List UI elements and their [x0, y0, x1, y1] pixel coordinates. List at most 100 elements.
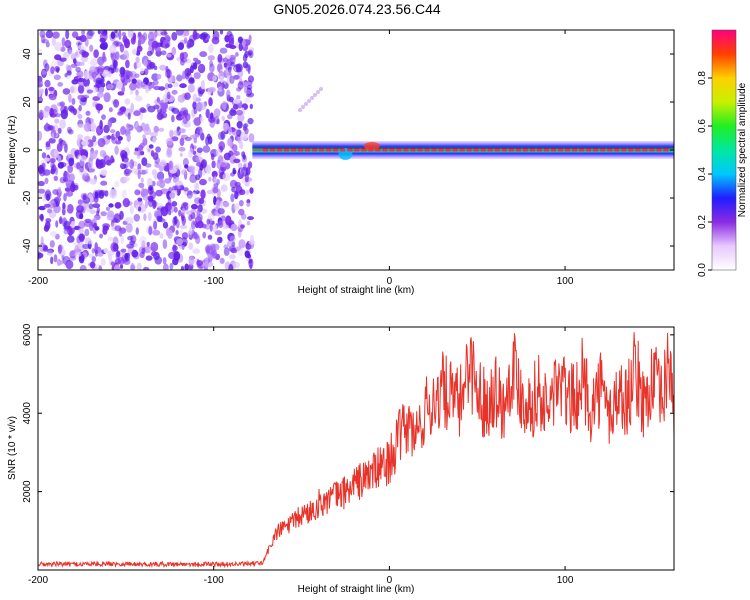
- noise-speck: [199, 33, 207, 40]
- noise-speck: [145, 199, 148, 209]
- noise-speck: [46, 249, 53, 256]
- noise-speck: [115, 130, 121, 139]
- noise-speck: [97, 138, 106, 148]
- noise-speck: [159, 233, 164, 239]
- noise-speck: [227, 66, 232, 73]
- noise-speck: [159, 159, 168, 167]
- noise-speck: [233, 261, 240, 269]
- noise-speck: [81, 30, 85, 36]
- noise-speck: [187, 165, 195, 172]
- colorbar: 0.0 0.2 0.4 0.6 0.8 Normalized spectral ampl…: [697, 29, 748, 277]
- noise-speck: [156, 202, 164, 209]
- signal-dash: [487, 148, 493, 152]
- noise-speck: [46, 248, 55, 254]
- signal-dash: [368, 148, 374, 152]
- noise-speck: [192, 248, 201, 254]
- noise-speck: [140, 151, 145, 156]
- noise-speck: [198, 91, 203, 97]
- signal-dash: [375, 148, 381, 152]
- noise-speck: [171, 107, 175, 112]
- noise-speck: [164, 178, 172, 184]
- signal-dash: [501, 148, 507, 152]
- noise-speck: [70, 63, 78, 68]
- noise-speck: [136, 151, 141, 159]
- signal-dash: [494, 148, 500, 152]
- noise-speck: [78, 220, 86, 229]
- noise-speck: [108, 64, 117, 74]
- signal-dash: [396, 148, 402, 152]
- noise-speck: [228, 126, 233, 135]
- noise-speck: [86, 89, 93, 94]
- noise-speck: [41, 193, 48, 202]
- noise-speck: [200, 116, 204, 123]
- noise-speck: [126, 133, 131, 143]
- noise-speck: [68, 49, 74, 58]
- noise-speck: [134, 73, 140, 79]
- noise-speck: [173, 251, 181, 261]
- noise-speck: [123, 176, 130, 182]
- noise-speck: [119, 264, 124, 269]
- noise-speck: [103, 92, 111, 103]
- noise-speck: [156, 96, 160, 103]
- noise-speck: [90, 58, 98, 67]
- noise-speck: [144, 68, 149, 76]
- noise-speck: [188, 214, 193, 222]
- noise-speck: [247, 117, 254, 125]
- noise-speck: [169, 192, 176, 199]
- noise-speck: [239, 141, 244, 150]
- noise-speck: [151, 169, 157, 177]
- noise-speck: [162, 221, 169, 229]
- noise-speck: [173, 215, 178, 225]
- colorbar-tick-label: 0.8: [697, 71, 708, 85]
- signal-dash: [579, 148, 585, 152]
- noise-speck: [120, 248, 127, 253]
- noise-speck: [204, 260, 208, 268]
- noise-speck: [130, 167, 138, 174]
- noise-speck: [87, 239, 93, 245]
- noise-speck: [103, 155, 111, 165]
- noise-speck: [50, 66, 55, 74]
- noise-speck: [67, 164, 74, 174]
- noise-speck: [167, 83, 173, 89]
- noise-speck: [38, 180, 45, 187]
- noise-speck: [114, 145, 119, 155]
- noise-speck: [48, 137, 56, 144]
- noise-speck: [173, 81, 179, 88]
- noise-speck: [109, 189, 117, 199]
- colorbar-gradient: [712, 30, 736, 270]
- noise-speck: [135, 89, 139, 96]
- noise-speck: [217, 53, 223, 63]
- noise-speck: [57, 161, 65, 169]
- noise-speck: [163, 102, 168, 110]
- noise-speck: [152, 199, 157, 209]
- noise-speck: [133, 62, 138, 70]
- noise-speck: [68, 129, 74, 135]
- signal-dash: [298, 148, 304, 152]
- noise-speck: [212, 30, 220, 41]
- noise-speck: [89, 66, 97, 73]
- noise-speck: [79, 165, 84, 173]
- noise-speck: [43, 157, 51, 162]
- noise-speck: [212, 186, 219, 194]
- noise-speck: [193, 138, 198, 144]
- noise-speck: [244, 250, 250, 258]
- noise-speck: [232, 169, 237, 175]
- noise-speck: [160, 206, 169, 217]
- noise-speck: [70, 86, 75, 94]
- noise-speck: [95, 158, 100, 168]
- noise-speck: [150, 251, 158, 257]
- noise-speck: [209, 118, 215, 128]
- noise-speck: [205, 108, 210, 119]
- noise-speck: [78, 233, 86, 241]
- noise-speck: [199, 51, 208, 58]
- noise-speck: [211, 249, 217, 259]
- noise-speck: [65, 191, 74, 197]
- noise-speck: [90, 122, 97, 132]
- noise-speck: [49, 158, 56, 164]
- noise-speck: [202, 145, 211, 153]
- noise-speck: [307, 99, 311, 103]
- noise-speck: [229, 179, 238, 189]
- signal-dash: [551, 148, 557, 152]
- noise-speck: [220, 184, 228, 192]
